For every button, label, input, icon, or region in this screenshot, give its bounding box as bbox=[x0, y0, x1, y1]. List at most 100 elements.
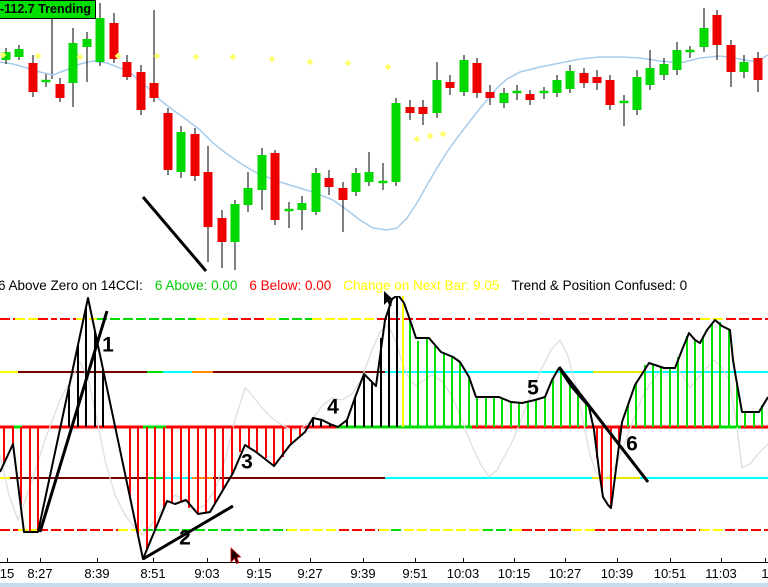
time-axis-label: 9:15 bbox=[246, 566, 272, 581]
time-axis-tick bbox=[363, 558, 364, 563]
trend-dot bbox=[439, 130, 447, 138]
trend-dot bbox=[344, 59, 352, 67]
bearish-candle-body bbox=[605, 80, 615, 105]
status-change-next-bar: Change on Next Bar: 9.05 bbox=[343, 277, 500, 293]
bearish-candle-body bbox=[122, 62, 132, 77]
bearish-candle-body bbox=[445, 82, 455, 88]
cci-bars-black bbox=[68, 296, 398, 427]
time-axis-tick bbox=[617, 558, 618, 563]
bottom-window-edge bbox=[0, 583, 768, 587]
trend-dot bbox=[192, 53, 200, 61]
time-axis-tick bbox=[514, 558, 515, 563]
status-below-value: 6 Below: 0.00 bbox=[249, 277, 332, 293]
indicator-status-line: 6 Above Zero on 14CCI: 6 Above: 0.00 6 B… bbox=[0, 276, 768, 294]
bearish-candle-body bbox=[190, 134, 200, 176]
bullish-candle-body bbox=[672, 50, 682, 70]
price-trend-label: -112.7 Trending bbox=[0, 0, 97, 19]
bullish-candle-body bbox=[645, 68, 655, 85]
time-axis-label: 10:03 bbox=[446, 566, 480, 581]
time-axis-label: 9:27 bbox=[297, 566, 323, 581]
bearish-candle-body bbox=[136, 72, 146, 110]
swing-number-4: 4 bbox=[327, 396, 339, 419]
bearish-candle-body bbox=[418, 107, 428, 114]
time-axis-tick bbox=[97, 558, 98, 563]
bearish-candle-body bbox=[324, 178, 334, 187]
time-axis-tick bbox=[670, 558, 671, 563]
time-axis: 15 8:27 8:39 8:51 9:03 9:15 9:27 9:39 9:51 10:03 1… bbox=[0, 558, 768, 584]
price-panel-content bbox=[0, 3, 768, 272]
trend-dot bbox=[153, 52, 161, 60]
moving-average-line bbox=[0, 54, 768, 231]
swing-number-2: 2 bbox=[179, 527, 191, 550]
bearish-candle-body bbox=[579, 73, 589, 83]
candles bbox=[1, 3, 763, 270]
cci-indicator-chart[interactable]: 1 2 3 4 5 6 bbox=[0, 296, 768, 564]
bearish-candle-body bbox=[217, 218, 227, 242]
status-above-value: 6 Above: 0.00 bbox=[154, 277, 238, 293]
bearish-candle-body bbox=[485, 92, 495, 98]
trend-dot bbox=[306, 58, 314, 66]
trend-dot bbox=[76, 53, 84, 61]
cci-line bbox=[0, 296, 768, 560]
time-axis-label: 8:27 bbox=[27, 566, 53, 581]
cci-swing-trendline-3[interactable] bbox=[557, 366, 650, 483]
bullish-candle-body bbox=[364, 172, 374, 182]
swing-number-5: 5 bbox=[527, 377, 539, 400]
cci-swing-trendline-2[interactable] bbox=[142, 504, 234, 561]
bullish-candle-body bbox=[499, 93, 509, 103]
bullish-candle-body bbox=[257, 155, 267, 190]
bullish-candle-body bbox=[565, 71, 575, 89]
bullish-candle-body bbox=[391, 103, 401, 182]
trend-dot bbox=[229, 53, 237, 61]
bearish-candle-body bbox=[405, 107, 415, 113]
bearish-candle-body bbox=[592, 77, 602, 83]
time-axis-label: 8:51 bbox=[140, 566, 166, 581]
bullish-candle-body bbox=[632, 77, 642, 110]
time-axis-label: 10:51 bbox=[653, 566, 687, 581]
time-axis-tick bbox=[565, 558, 566, 563]
bullish-candle-body bbox=[243, 188, 253, 205]
time-axis-tick bbox=[40, 558, 41, 563]
trend-dot bbox=[34, 52, 42, 60]
cci-panel-content: 1 2 3 4 5 6 bbox=[0, 296, 768, 561]
bullish-candle-body bbox=[68, 43, 78, 83]
status-above-zero-count: 6 Above Zero on 14CCI: bbox=[0, 277, 143, 293]
bearish-candle-body bbox=[55, 84, 65, 98]
time-axis-tick bbox=[765, 558, 766, 563]
bearish-candle-body bbox=[338, 188, 348, 200]
bullish-candle-body bbox=[297, 203, 307, 210]
time-axis-tick bbox=[153, 558, 154, 563]
time-axis-label: 8:39 bbox=[84, 566, 110, 581]
time-axis-tick bbox=[207, 558, 208, 563]
time-axis-tick bbox=[463, 558, 464, 563]
bearish-candle-body bbox=[28, 63, 38, 92]
trend-dot bbox=[384, 63, 392, 71]
trend-dot bbox=[426, 132, 434, 140]
bearish-candle-body bbox=[163, 113, 173, 170]
trend-dots bbox=[0, 51, 447, 143]
candlestick-chart[interactable] bbox=[0, 0, 768, 272]
time-axis-label: 9:51 bbox=[402, 566, 428, 581]
time-axis-label: 1 bbox=[761, 566, 768, 581]
bullish-candle-body bbox=[699, 28, 709, 47]
cci-swing-trendline-1[interactable] bbox=[38, 310, 109, 533]
bearish-candle-body bbox=[109, 23, 119, 59]
time-axis-label: 9:03 bbox=[194, 566, 220, 581]
bearish-candle-body bbox=[149, 83, 159, 98]
bearish-candle-body bbox=[203, 172, 213, 227]
bullish-candle-body bbox=[176, 132, 186, 172]
time-axis-label: 15 bbox=[0, 566, 15, 581]
bullish-candle-body bbox=[432, 80, 442, 113]
time-axis-tick bbox=[310, 558, 311, 563]
bullish-candle-body bbox=[739, 62, 749, 72]
price-trendline[interactable] bbox=[141, 196, 208, 272]
bearish-candle-body bbox=[525, 94, 535, 100]
bullish-candle-body bbox=[230, 204, 240, 242]
trend-dot bbox=[413, 135, 421, 143]
time-axis-label: 10:27 bbox=[548, 566, 582, 581]
swing-number-6: 6 bbox=[626, 433, 638, 456]
bearish-candle-body bbox=[726, 45, 736, 72]
time-axis-label: 10:39 bbox=[600, 566, 634, 581]
bearish-candle-body bbox=[712, 15, 722, 45]
